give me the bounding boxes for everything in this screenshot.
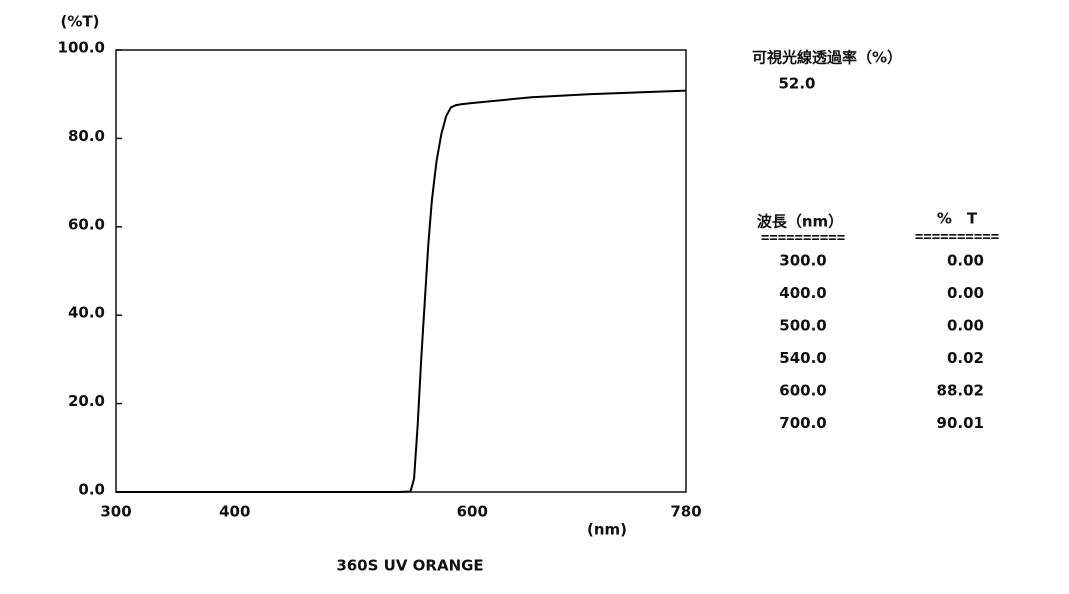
table-cell: 300.0 <box>779 252 826 270</box>
table-cell: 88.02 <box>937 382 984 400</box>
summary-label: 可視光線透過率（%） <box>752 49 902 67</box>
table-cell: 500.0 <box>779 317 826 335</box>
table-header: % T <box>937 210 978 228</box>
x-tick-label: 300 <box>100 503 131 521</box>
summary-value: 52.0 <box>778 75 815 93</box>
y-tick-label: 80.0 <box>68 127 105 145</box>
table-cell: 400.0 <box>779 284 826 302</box>
y-tick-label: 40.0 <box>68 304 105 322</box>
table-cell: 540.0 <box>779 349 826 367</box>
chart-title: 360S UV ORANGE <box>336 557 483 575</box>
y-tick-label: 100.0 <box>58 39 105 57</box>
table-cell: 600.0 <box>779 382 826 400</box>
x-tick-label: 600 <box>457 503 488 521</box>
table-cell: 0.00 <box>947 284 984 302</box>
y-tick-label: 20.0 <box>68 392 105 410</box>
table-cell: 0.00 <box>947 252 984 270</box>
x-tick-label: 780 <box>670 503 701 521</box>
y-tick-label: 60.0 <box>68 215 105 233</box>
data-line <box>116 89 687 493</box>
table-separator: ========== <box>761 230 845 246</box>
table-cell: 0.02 <box>947 349 984 367</box>
y-axis-label: (%T) <box>61 13 100 31</box>
table-cell: 0.00 <box>947 317 984 335</box>
table-header: 波長（nm） <box>757 213 843 231</box>
table-cell: 700.0 <box>779 414 826 432</box>
table-cell: 90.01 <box>937 414 984 432</box>
plot-frame <box>115 49 687 493</box>
x-axis-label: (nm) <box>587 521 627 539</box>
y-tick-label: 0.0 <box>78 481 105 499</box>
table-separator: ========== <box>915 229 999 245</box>
x-tick-label: 400 <box>219 503 250 521</box>
